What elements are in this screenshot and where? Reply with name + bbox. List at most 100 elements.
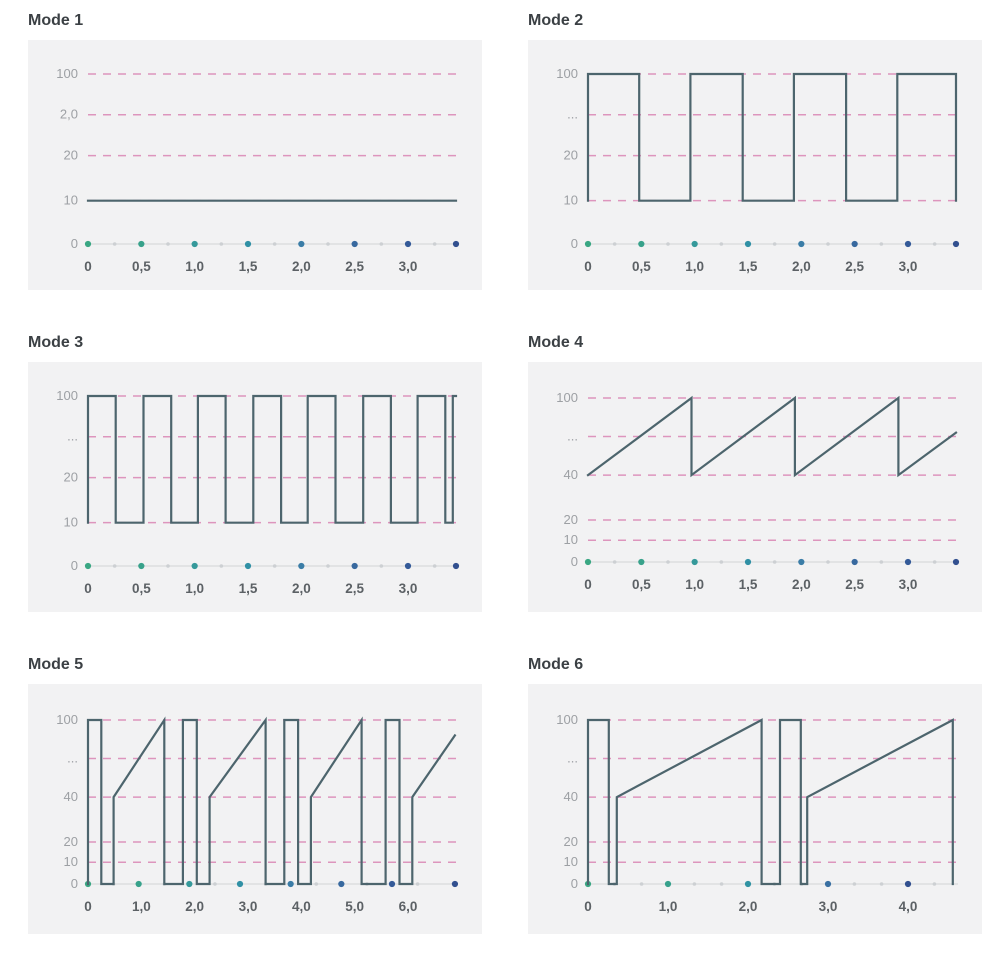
axis-major-dot (287, 880, 294, 888)
y-axis-label: 20 (64, 834, 78, 849)
y-axis-label: 100 (56, 712, 78, 727)
x-axis-label: 0,5 (632, 259, 651, 274)
axis-major-dot (798, 240, 805, 248)
y-axis-label: 40 (564, 789, 578, 804)
y-axis-label: ... (67, 429, 78, 444)
chart-panel-mode-3: 100... 20 10 0 0 0,5 1,0 1,5 2,0 2,5 3,0 (28, 362, 482, 612)
x-axis-label: 3,0 (899, 259, 918, 274)
axis-major-dot (584, 558, 592, 566)
axis-minor-dot (932, 882, 937, 886)
axis-minor-dot (692, 882, 697, 886)
y-axis-label: 0 (71, 876, 78, 891)
x-axis-label: 0,5 (132, 259, 151, 274)
axis-major-dot (952, 240, 960, 248)
axis-minor-dot (932, 560, 937, 564)
axis-minor-dot (272, 564, 277, 568)
axis-major-dot (824, 880, 832, 888)
axis-major-dot (138, 240, 145, 248)
axis-major-dot (138, 562, 145, 570)
axis-minor-dot (772, 560, 777, 564)
chart-card-mode-1: Mode 1 100 2,0 20 10 0 0 0,5 1,0 1,5 2,0 2,5 3,0 (28, 10, 482, 290)
series-line (586, 395, 958, 478)
chart-card-mode-2: Mode 2 100... 20 10 0 0 0,5 1,0 1,5 2,0 2,5 3,0 (528, 10, 982, 290)
y-axis-label: 20 (64, 470, 78, 485)
axis-major-dot (691, 240, 698, 248)
x-axis-label: 3,0 (399, 581, 418, 596)
axis-major-dot (191, 562, 198, 570)
axis-major-dot (451, 880, 459, 888)
x-axis-label: 0 (84, 899, 92, 914)
axis-minor-dot (879, 242, 884, 246)
x-axis-label: 1,0 (185, 259, 204, 274)
x-axis-label: 1,0 (685, 259, 704, 274)
axis-minor-dot (826, 560, 830, 564)
axis-major-dot (744, 240, 752, 248)
axis-major-dot (244, 562, 252, 570)
axis-major-dot (84, 240, 92, 248)
y-axis-label: ... (567, 428, 578, 443)
axis-minor-dot (932, 242, 937, 246)
y-axis-label: ... (567, 750, 578, 765)
x-axis-label: 2,5 (345, 581, 364, 596)
chart-title-mode-2: Mode 2 (528, 12, 584, 29)
y-axis-label: 40 (64, 789, 78, 804)
axis-major-dot (84, 562, 92, 570)
chart-card-mode-5: Mode 5 100... 40 20 10 0 0 1,0 2,0 3,0 4,0 5,0 6,0 (28, 654, 482, 934)
axis-major-dot (664, 880, 672, 888)
axis-major-dot (186, 880, 193, 888)
y-axis-label: 10 (64, 854, 78, 869)
x-axis-label: 2,0 (739, 899, 758, 914)
axis-major-dot (236, 880, 244, 888)
x-axis-label: 3,0 (899, 577, 918, 592)
y-axis-label: 10 (64, 515, 78, 530)
axis-minor-dot (879, 882, 884, 886)
x-axis-label: 2,0 (185, 899, 204, 914)
x-axis-label: 0 (584, 259, 592, 274)
x-axis-label: 1,5 (239, 259, 258, 274)
x-axis-label: 0 (584, 577, 592, 592)
chart-card-mode-4: Mode 4 100... 40 20 10 0 0 0,5 1,0 1,5 2,0 2,5 3,0 (528, 332, 982, 612)
y-axis-label: 10 (564, 854, 578, 869)
chart-panel-mode-2: 100... 20 10 0 0 0,5 1,0 1,5 2,0 2,5 3,0 (528, 40, 982, 290)
axis-major-dot (338, 880, 345, 888)
axis-minor-dot (112, 564, 117, 568)
series-line (86, 716, 457, 886)
chart-card-mode-3: Mode 3 100... 20 10 0 0 0,5 1,0 1,5 2,0 2,5 3,0 (28, 332, 482, 612)
x-axis-label: 4,0 (292, 899, 311, 914)
y-axis-label: 20 (564, 148, 578, 163)
x-axis-label: 2,0 (292, 259, 311, 274)
x-axis-label: 3,0 (399, 259, 418, 274)
x-axis-label: 2,0 (792, 259, 811, 274)
axis-minor-dot (314, 882, 319, 886)
axis-minor-dot (612, 242, 617, 246)
axis-minor-dot (772, 242, 777, 246)
y-axis-label: ... (67, 750, 78, 765)
axis-major-dot (404, 562, 412, 570)
y-axis-label: 0 (571, 236, 578, 251)
axis-minor-dot (379, 242, 384, 246)
x-axis-label: 1,5 (239, 581, 258, 596)
y-axis-label: 20 (564, 512, 578, 527)
axis-major-dot (244, 240, 252, 248)
y-axis-label: 20 (64, 148, 78, 163)
x-axis-label: 1,0 (132, 899, 151, 914)
x-axis-label: 1,5 (739, 577, 758, 592)
axis-major-dot (638, 558, 645, 566)
axis-major-dot (904, 240, 912, 248)
axis-major-dot (452, 240, 460, 248)
axis-minor-dot (719, 882, 724, 886)
axis-major-dot (744, 880, 752, 888)
axis-major-dot (798, 558, 805, 566)
x-axis-label: 0 (84, 581, 92, 596)
x-axis-label: 4,0 (899, 899, 918, 914)
axis-major-dot (851, 240, 858, 248)
axis-major-dot (135, 880, 142, 888)
x-axis-label: 0 (584, 899, 592, 914)
chart-panel-mode-4: 100... 40 20 10 0 0 0,5 1,0 1,5 2,0 2,5 3,0 (528, 362, 982, 612)
axis-major-dot (404, 240, 412, 248)
chart-title-mode-5: Mode 5 (28, 656, 84, 673)
